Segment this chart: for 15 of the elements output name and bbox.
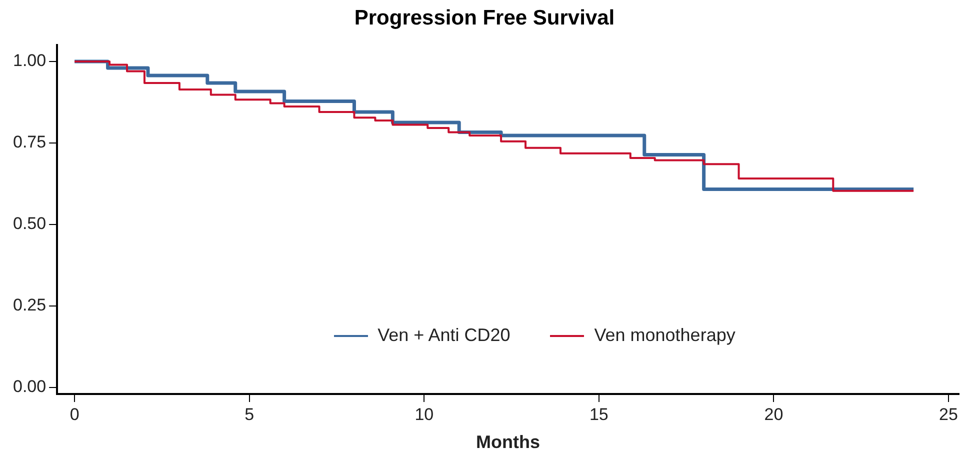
x-tick-label: 10 xyxy=(414,404,434,424)
y-tick-label: 0.00 xyxy=(12,377,46,396)
x-tick-label: 15 xyxy=(589,404,608,424)
x-tick-label: 5 xyxy=(244,404,254,424)
x-tick-label: 20 xyxy=(764,404,784,424)
legend-label: Ven + Anti CD20 xyxy=(378,325,510,346)
x-tick-label: 0 xyxy=(70,404,80,424)
legend-label: Ven monotherapy xyxy=(594,325,736,346)
chart-title: Progression Free Survival xyxy=(354,6,615,30)
x-axis-title: Months xyxy=(476,432,540,452)
y-tick-label: 0.50 xyxy=(12,214,46,234)
y-tick-label: 1.00 xyxy=(12,51,46,70)
y-tick-label: 0.75 xyxy=(12,132,46,152)
x-tick-label: 25 xyxy=(939,404,958,424)
y-tick-label: 0.25 xyxy=(12,296,46,315)
